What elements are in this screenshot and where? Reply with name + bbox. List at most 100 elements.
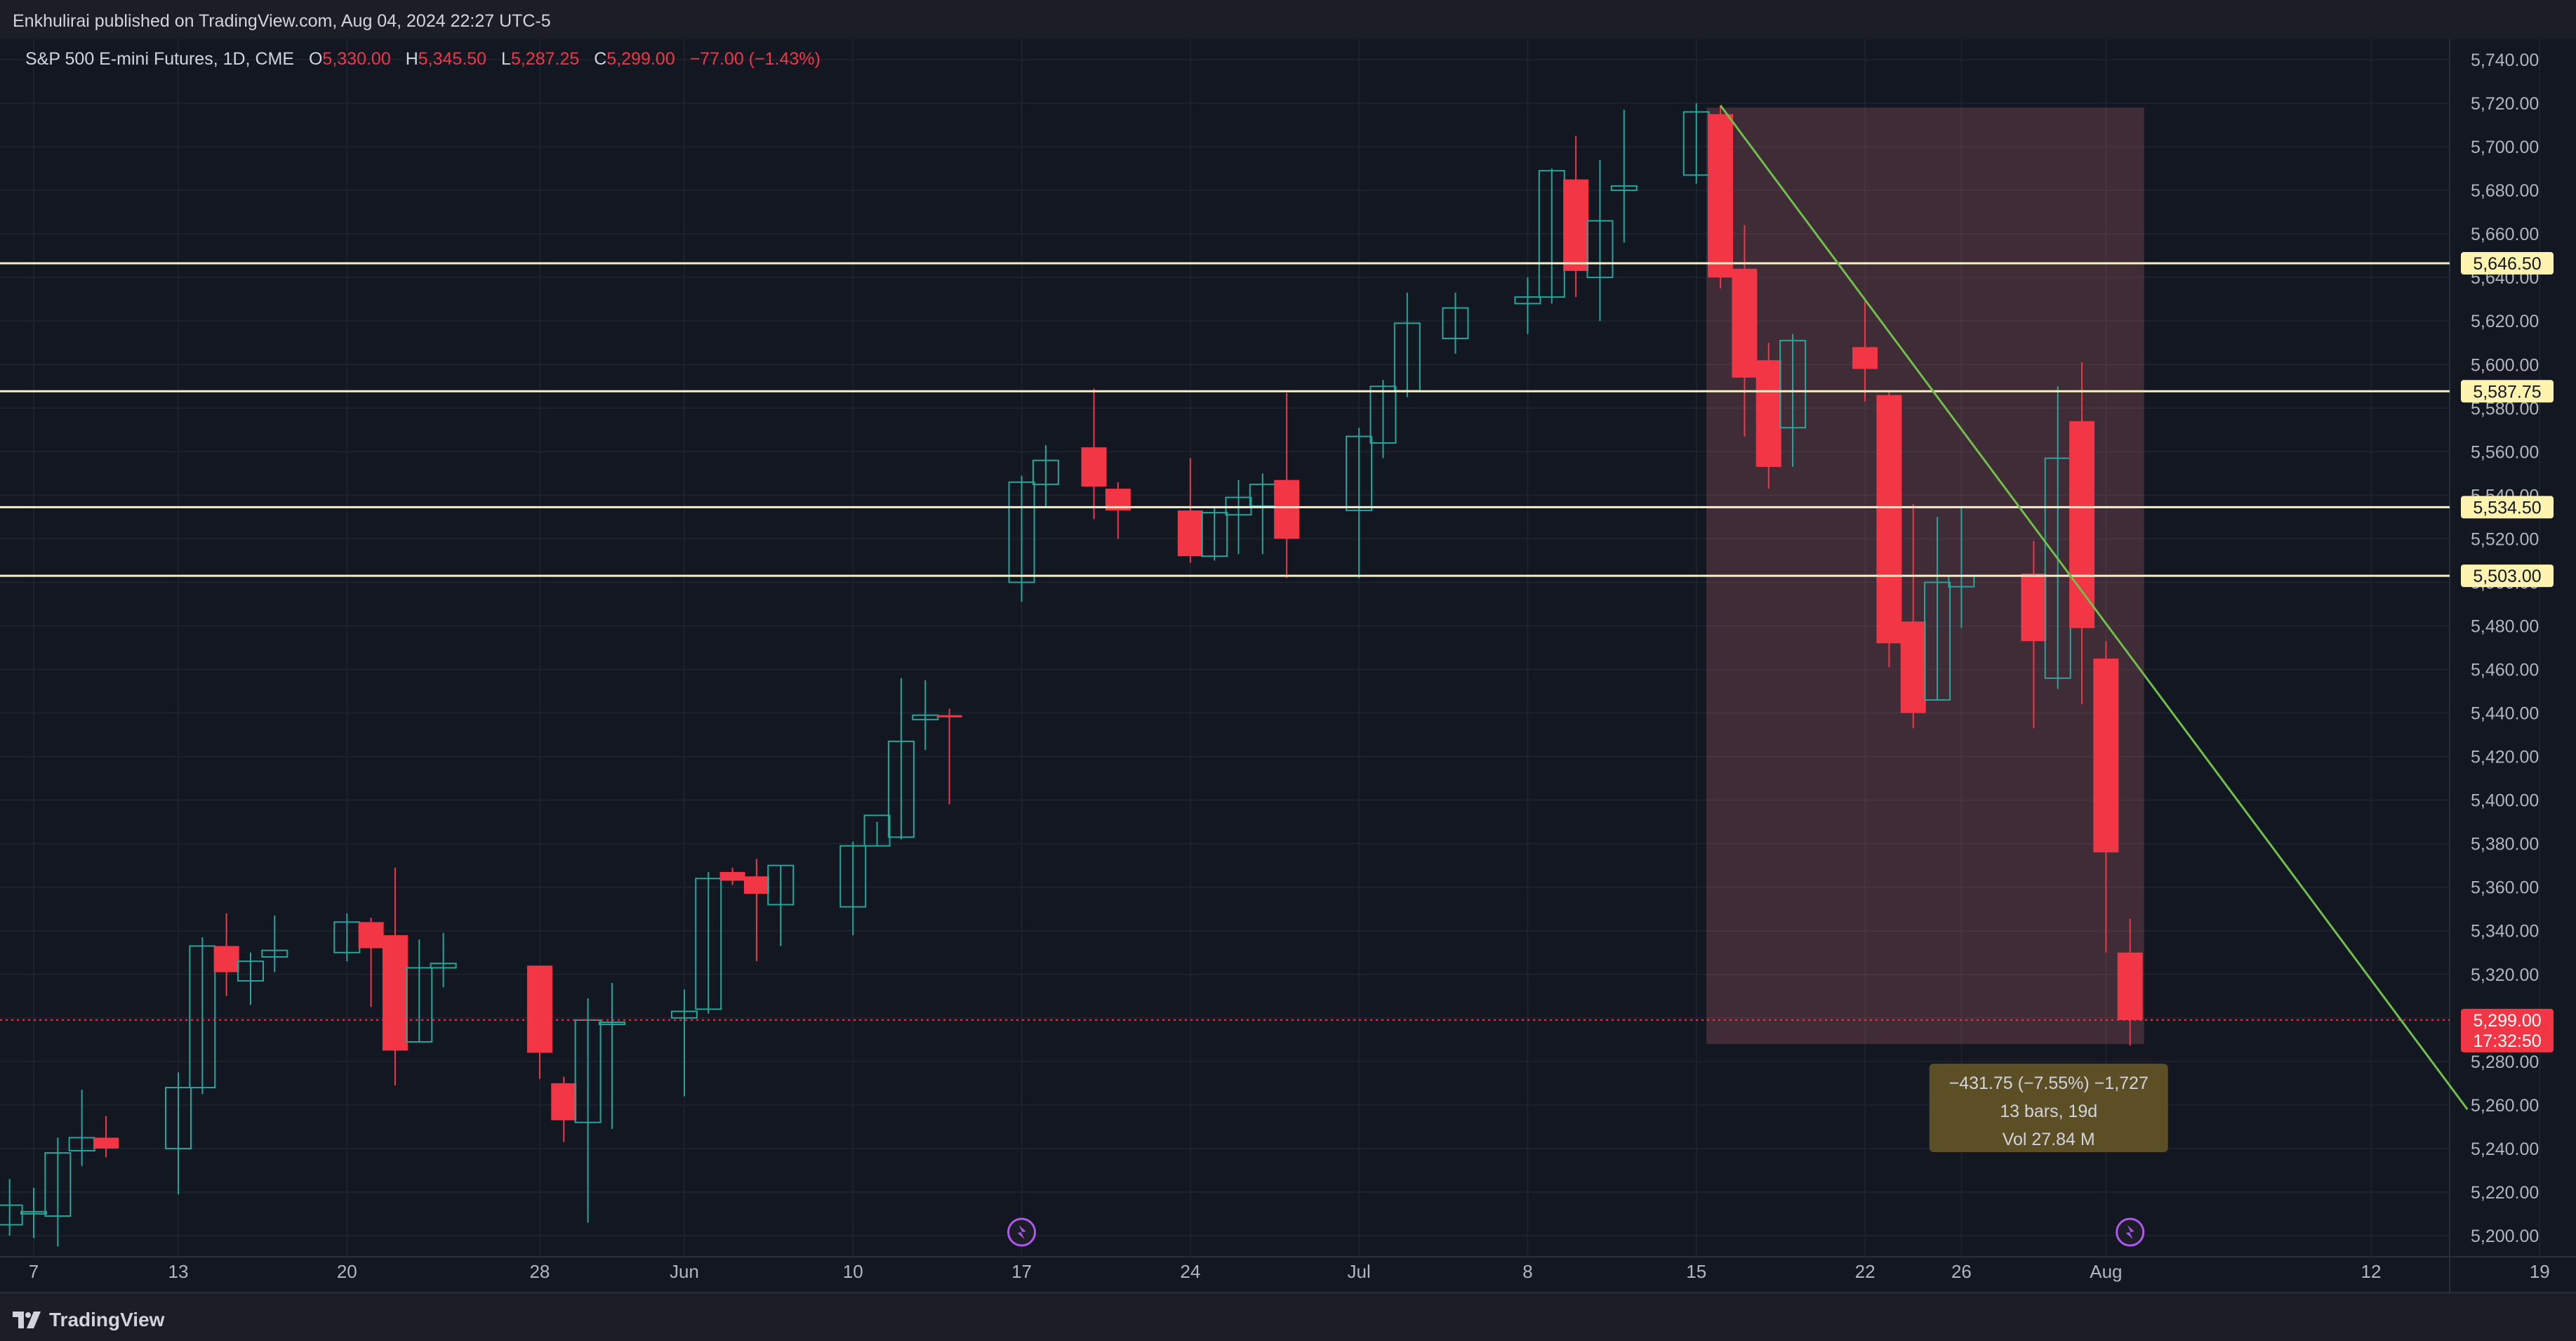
candle-body-down [1708,114,1734,278]
y-tick-label: 5,200.00 [2471,1227,2539,1246]
candle-body-down [93,1137,119,1149]
footer-bar: TradingView [0,1292,2576,1341]
candle-body-up [670,1010,698,1019]
candle-body-down [551,1083,577,1121]
symbol-name[interactable]: S&P 500 E-mini Futures, 1D, CME [25,49,295,69]
open-label: O [308,49,323,69]
candle-body-up [1610,185,1638,192]
level-price-label: 5,503.00 [2473,567,2541,586]
tradingview-logo[interactable]: TradingView [13,1307,164,1333]
x-tick-label: 17 [1011,1261,1032,1282]
x-tick-label: 8 [1522,1261,1532,1282]
y-tick-label: 5,400.00 [2471,791,2539,811]
candle-body-up [1779,340,1807,429]
y-tick-label: 5,340.00 [2471,922,2539,942]
open-value: 5,330.00 [322,49,391,69]
y-tick-label: 5,320.00 [2471,965,2539,985]
candle-body-up [406,967,433,1043]
x-tick-label: Aug [2090,1261,2122,1282]
last-price-tag [2461,1008,2554,1052]
change-value: −77.00 (−1.43%) [689,49,821,69]
y-tick-label: 5,740.00 [2471,51,2539,70]
x-tick-label: 22 [1855,1261,1875,1282]
publish-header: Enkhulirai published on TradingView.com,… [0,0,2576,39]
candle-body-up [574,1019,602,1123]
x-tick-label: Jul [1348,1261,1371,1282]
candle-body-down [382,934,408,1051]
candle-body-up [1586,220,1614,279]
candle-body-down [719,871,745,881]
candle-body-down [2117,952,2143,1020]
y-tick-label: 5,700.00 [2471,138,2539,157]
low-label: L [501,49,511,69]
x-tick-label: 26 [1951,1261,1972,1282]
candle-body-down [1732,268,1758,378]
y-tick-label: 5,220.00 [2471,1183,2539,1203]
candle-body-up [1924,581,1951,701]
level-price-label: 5,587.75 [2473,382,2541,402]
candle-body-down [1900,621,1926,713]
candle-body-down [936,715,962,718]
y-tick-label: 5,260.00 [2471,1096,2539,1116]
x-tick-label: 12 [2361,1261,2382,1282]
level-price-tag [2461,252,2554,275]
high-value: 5,345.50 [418,49,487,69]
level-price-tag [2461,496,2554,519]
x-tick-label: 19 [2530,1261,2550,1282]
brand-name: TradingView [49,1309,165,1330]
candle-body-down [2093,659,2119,853]
close-value: 5,299.00 [606,49,675,69]
y-tick-label: 5,720.00 [2471,94,2539,114]
x-tick-label: 10 [843,1261,863,1282]
y-tick-label: 5,360.00 [2471,878,2539,898]
level-price-label: 5,646.50 [2473,254,2541,274]
range-measure-label-text: 13 bars, 19d [2000,1102,2097,1121]
price-chart[interactable]: 5,200.00 5,220.00 5,240.00 5,260.00 5,280.00… [0,0,2576,1292]
candle-body-down [1274,480,1300,539]
y-tick-label: 5,440.00 [2471,704,2539,724]
candle-body-up [598,1022,625,1026]
candle-body-up [1201,512,1228,557]
close-label: C [594,49,607,69]
candle-body-up [1346,435,1373,512]
symbol-legend: S&P 500 E-mini Futures, 1D, CME O5,330.0… [25,49,821,70]
candle-body-down [1563,179,1589,271]
low-value: 5,287.25 [510,49,580,69]
x-tick-label: 15 [1686,1261,1706,1282]
y-tick-label: 5,620.00 [2471,312,2539,331]
candle-body-down [2069,421,2095,628]
y-tick-label: 5,280.00 [2471,1052,2539,1072]
candle-body-up [887,740,915,838]
candle-body-up [767,864,795,906]
high-label: H [405,49,418,69]
candle-body-up [695,878,722,1010]
tradingview-logo-icon [13,1312,41,1328]
last-price-label: 5,299.00 [2473,1011,2541,1031]
candle-body-down [526,965,552,1053]
candle-body-up [1032,459,1059,485]
candle-body-down [358,922,384,949]
candle-body-down [1852,347,1878,369]
candle-body-up [0,1204,23,1226]
range-measure-label-box [1929,1064,2168,1152]
y-tick-label: 5,660.00 [2471,225,2539,244]
lightning-icon [1017,1225,1026,1239]
candle-body-up [261,949,288,958]
bar-countdown-label: 17:32:50 [2473,1031,2541,1051]
candle-body-down [1876,395,1902,644]
y-tick-label: 5,520.00 [2471,529,2539,549]
y-tick-label: 5,680.00 [2471,181,2539,201]
y-tick-label: 5,420.00 [2471,748,2539,767]
candle-body-up [863,814,891,847]
candle-body-down [1177,510,1203,557]
candle-body-down [1081,447,1107,487]
x-tick-label: 20 [337,1261,357,1282]
trendline [1719,105,2469,1110]
plot-area [0,39,2576,1257]
x-tick-label: Jun [670,1261,699,1282]
candle-body-down [743,876,769,894]
level-price-tag [2461,564,2554,588]
range-measure-label-text: −431.75 (−7.55%) −1,727 [1949,1074,2149,1093]
candle-body-down [213,946,239,972]
candle-body-up [430,963,457,969]
